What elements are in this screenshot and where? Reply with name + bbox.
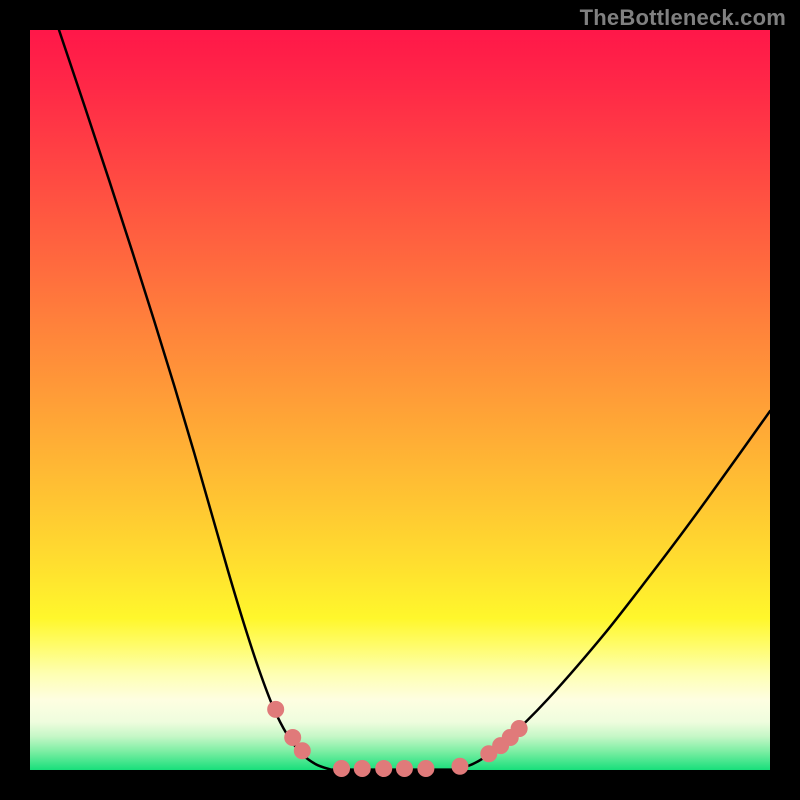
marker-point [452,758,468,774]
marker-point [418,761,434,777]
marker-point [294,743,310,759]
watermark-text: TheBottleneck.com [580,5,786,31]
chart-frame: TheBottleneck.com [0,0,800,800]
marker-point [376,761,392,777]
marker-point [334,761,350,777]
marker-point [285,729,301,745]
plot-background-gradient [30,30,770,770]
marker-point [268,701,284,717]
bottleneck-curve-chart [0,0,800,800]
marker-point [511,721,527,737]
marker-point [396,761,412,777]
marker-point [354,761,370,777]
